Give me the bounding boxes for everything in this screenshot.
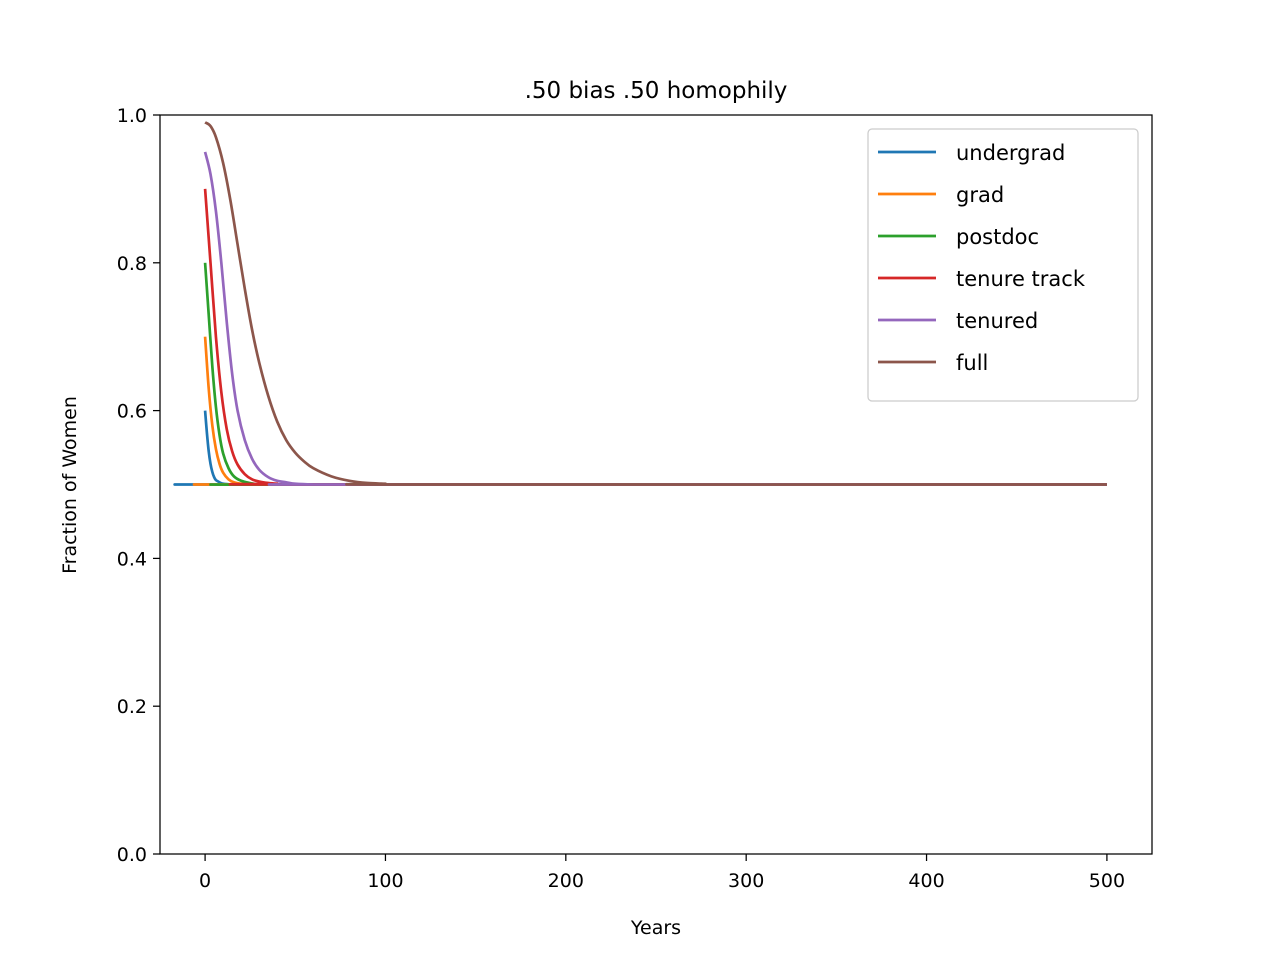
legend: undergrad grad postdoc tenure track tenured f…: [867, 128, 1139, 402]
x-axis-ticks: 0 100 200 300 400 500: [199, 854, 1125, 892]
y-axis-ticks: 0.0 0.2 0.4 0.6 0.8 1.0: [117, 105, 160, 866]
plot-frame: [159, 114, 1153, 855]
series-line-full: [204, 121, 1107, 486]
y-tick-label: 0.8: [117, 253, 147, 275]
y-tick-label: 1.0: [117, 105, 147, 127]
x-tick-label: 500: [1089, 870, 1125, 892]
x-tick-label: 300: [728, 870, 764, 892]
y-tick-label: 0.4: [117, 548, 147, 570]
x-axis-label: Years: [630, 917, 681, 939]
legend-label: postdoc: [956, 225, 1039, 249]
legend-label: undergrad: [956, 141, 1065, 165]
x-tick-label: 200: [548, 870, 584, 892]
legend-label: tenure track: [956, 267, 1086, 291]
series-line-tenured: [203, 151, 1107, 486]
y-tick-label: 0.0: [117, 844, 147, 866]
y-tick-label: 0.6: [117, 401, 147, 423]
legend-box: [867, 128, 1139, 402]
legend-label: tenured: [956, 309, 1038, 333]
legend-label: full: [956, 351, 988, 375]
y-axis-label: Fraction of Women: [59, 396, 81, 574]
chart-title: .50 bias .50 homophily: [525, 78, 788, 104]
x-tick-label: 0: [199, 870, 211, 892]
legend-label: grad: [956, 183, 1004, 207]
y-tick-label: 0.2: [117, 696, 147, 718]
x-tick-label: 100: [367, 870, 403, 892]
x-tick-label: 400: [908, 870, 944, 892]
series-layer: [173, 121, 1107, 486]
